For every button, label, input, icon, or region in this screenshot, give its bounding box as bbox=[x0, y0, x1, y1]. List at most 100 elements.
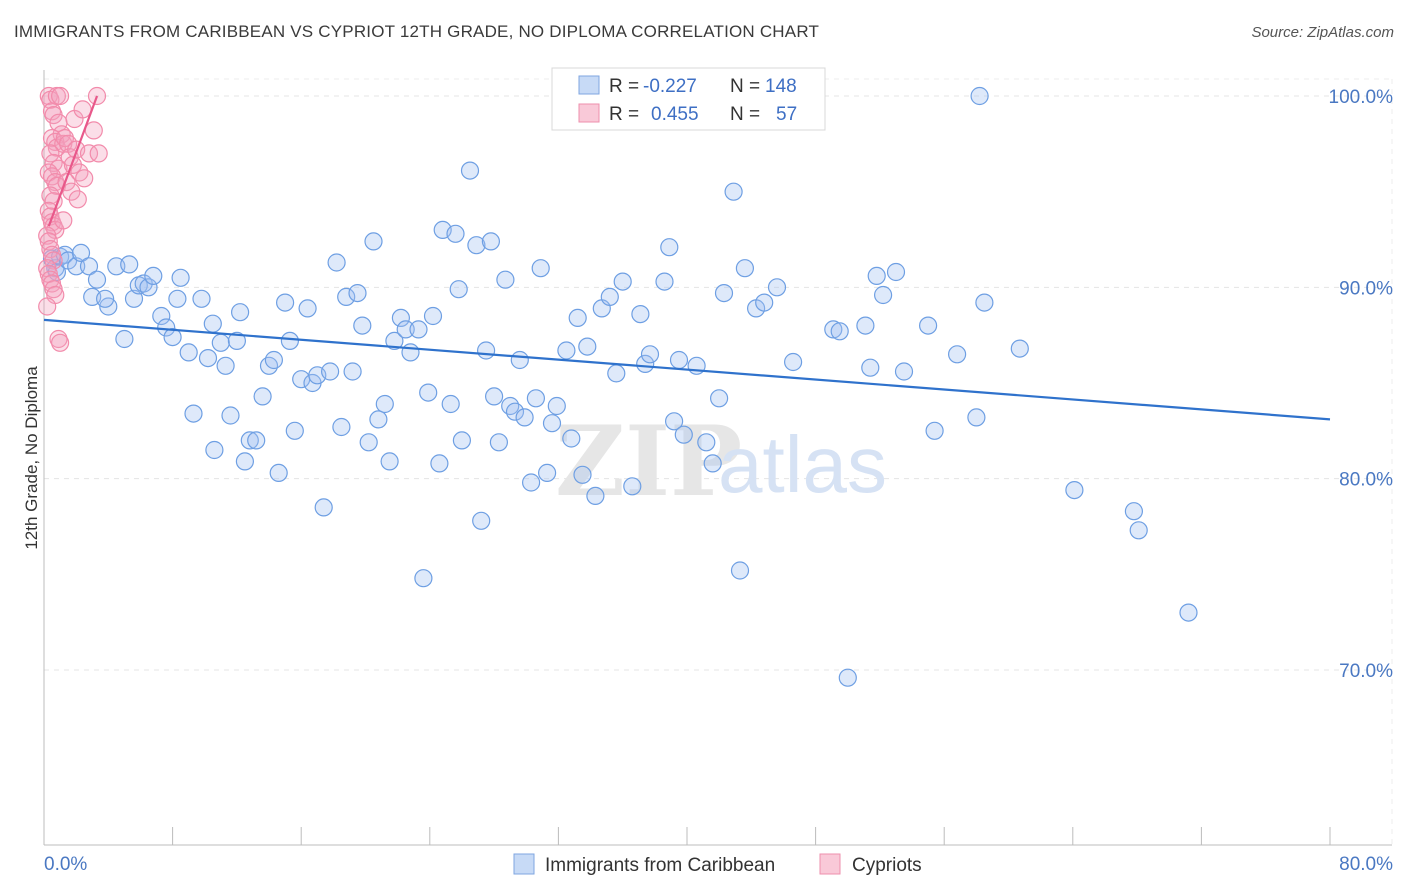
watermark: ZIP atlas bbox=[555, 405, 887, 518]
data-point bbox=[44, 192, 63, 211]
legend-n-label-caribbean: N = bbox=[730, 76, 760, 97]
data-point bbox=[41, 144, 60, 163]
data-point bbox=[714, 284, 734, 303]
data-point bbox=[276, 293, 295, 312]
data-point bbox=[655, 272, 674, 291]
data-point bbox=[54, 211, 73, 230]
data-point bbox=[343, 362, 362, 381]
data-point bbox=[168, 289, 187, 308]
data-point bbox=[510, 350, 529, 370]
data-point bbox=[886, 262, 906, 282]
data-point bbox=[348, 284, 367, 303]
data-point bbox=[359, 433, 378, 452]
data-point bbox=[607, 364, 626, 383]
data-point bbox=[419, 383, 438, 402]
data-point bbox=[50, 333, 70, 352]
chart-title: IMMIGRANTS FROM CARIBBEAN VS CYPRIOT 12T… bbox=[14, 22, 820, 41]
watermark-atlas: atlas bbox=[718, 420, 887, 509]
data-point bbox=[472, 511, 491, 530]
bottom-legend-swatch-caribbean bbox=[513, 853, 535, 875]
data-point bbox=[537, 463, 557, 482]
data-point bbox=[179, 343, 198, 362]
data-point bbox=[337, 287, 356, 306]
data-point bbox=[139, 278, 158, 297]
legend-n-label-cypriots: N = bbox=[730, 104, 760, 125]
data-point bbox=[755, 293, 774, 312]
data-point bbox=[203, 314, 222, 333]
data-point bbox=[660, 238, 679, 257]
data-point bbox=[280, 331, 299, 350]
data-point bbox=[38, 297, 57, 316]
data-point bbox=[253, 387, 272, 406]
data-point bbox=[730, 561, 750, 580]
data-point bbox=[573, 465, 592, 484]
data-point bbox=[120, 255, 139, 274]
data-point bbox=[95, 289, 115, 308]
data-point bbox=[505, 402, 525, 421]
data-point bbox=[401, 343, 420, 362]
data-point bbox=[824, 320, 843, 339]
data-point bbox=[50, 86, 70, 106]
data-point bbox=[41, 186, 60, 205]
data-point bbox=[285, 421, 304, 440]
y-tick-label: 80.0% bbox=[1339, 470, 1393, 491]
data-point bbox=[481, 232, 500, 251]
legend-n-value-cypriots: 57 bbox=[776, 104, 797, 125]
data-point bbox=[489, 433, 508, 452]
data-point bbox=[1124, 502, 1144, 521]
data-point bbox=[364, 232, 383, 251]
data-point bbox=[1010, 339, 1029, 358]
data-point bbox=[44, 153, 63, 173]
data-point bbox=[925, 421, 944, 440]
data-point bbox=[115, 329, 134, 349]
data-point bbox=[557, 341, 576, 360]
legend-n-value-caribbean: 148 bbox=[765, 76, 797, 97]
data-point bbox=[375, 394, 394, 414]
chart-source: Source: ZipAtlas.com bbox=[1251, 24, 1394, 41]
data-point bbox=[703, 454, 722, 473]
data-point bbox=[227, 331, 246, 350]
y-tick-label: 70.0% bbox=[1339, 661, 1393, 682]
data-point bbox=[87, 270, 107, 289]
trend-line-cypriots bbox=[47, 95, 99, 227]
x-tick-label: 0.0% bbox=[44, 854, 87, 875]
data-point bbox=[39, 232, 58, 251]
data-point bbox=[298, 299, 317, 318]
data-point bbox=[73, 100, 92, 119]
x-tick-label: 80.0% bbox=[1339, 854, 1393, 875]
data-point bbox=[674, 425, 693, 444]
data-point bbox=[240, 431, 259, 450]
legend-swatch-caribbean bbox=[578, 75, 600, 95]
data-point bbox=[396, 320, 415, 339]
series-cypriots-points bbox=[38, 86, 108, 352]
axes bbox=[43, 70, 1392, 846]
data-point bbox=[547, 396, 566, 416]
data-point bbox=[568, 308, 587, 327]
data-point bbox=[830, 322, 849, 341]
data-point bbox=[62, 182, 81, 201]
data-point bbox=[84, 121, 103, 140]
data-point bbox=[221, 406, 240, 425]
y-tick-label: 100.0% bbox=[1329, 87, 1394, 108]
watermark-zip: ZIP bbox=[555, 405, 742, 518]
data-point bbox=[414, 569, 433, 588]
data-point bbox=[205, 440, 224, 460]
series-caribbean-points bbox=[42, 86, 1198, 687]
data-point bbox=[975, 293, 994, 312]
data-point bbox=[1179, 603, 1198, 622]
data-point bbox=[664, 412, 684, 431]
data-point bbox=[783, 352, 803, 372]
data-point bbox=[332, 417, 351, 437]
data-point bbox=[735, 259, 755, 278]
data-point bbox=[70, 163, 89, 182]
data-point bbox=[1129, 521, 1148, 540]
data-point bbox=[477, 341, 496, 360]
data-point bbox=[247, 431, 266, 450]
data-point bbox=[600, 287, 619, 306]
data-point bbox=[521, 473, 541, 492]
legend-r-label-cypriots: R = bbox=[609, 104, 639, 125]
data-point bbox=[380, 452, 399, 471]
data-point bbox=[231, 303, 250, 322]
bottom-legend-label-cypriots: Cypriots bbox=[852, 855, 922, 876]
